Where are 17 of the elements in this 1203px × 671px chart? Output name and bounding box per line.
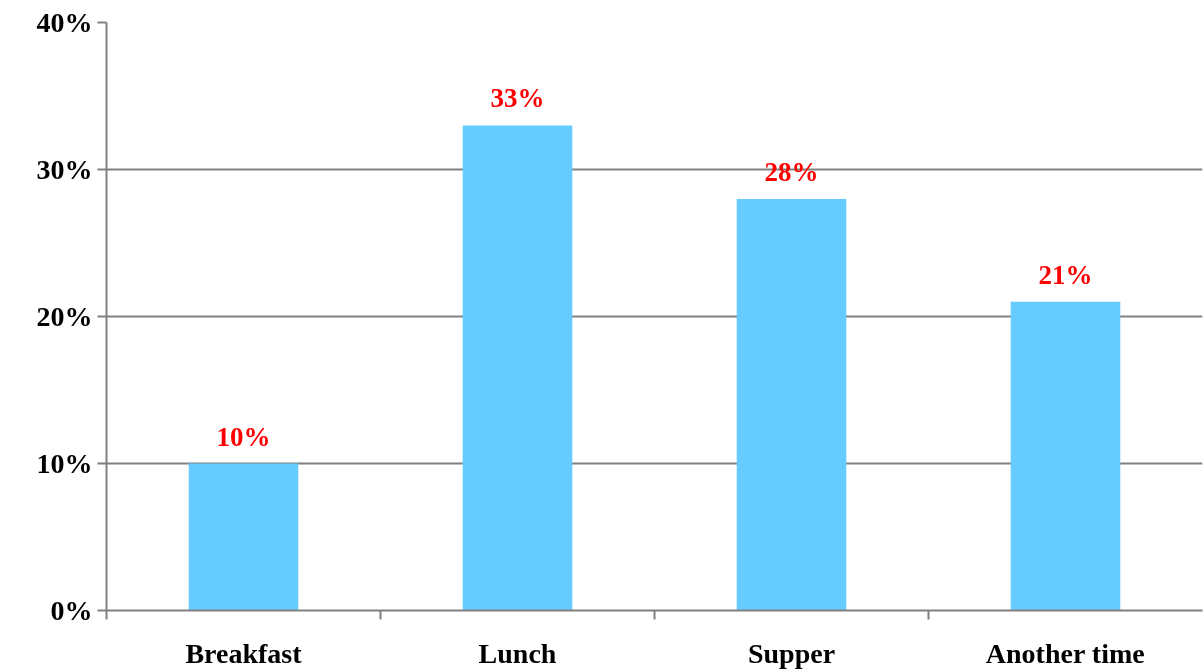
bar bbox=[1010, 301, 1121, 611]
y-tick-label: 10% bbox=[36, 448, 93, 479]
y-tick-label: 20% bbox=[36, 301, 93, 332]
x-tick-label: Lunch bbox=[478, 637, 557, 669]
bar bbox=[462, 125, 573, 611]
y-tick-label: 0% bbox=[50, 595, 93, 626]
data-label: 21% bbox=[1038, 259, 1093, 290]
data-label: 10% bbox=[216, 421, 271, 452]
x-tick-label: Another time bbox=[985, 637, 1145, 669]
bar bbox=[736, 198, 847, 611]
y-tick-label: 40% bbox=[36, 7, 93, 38]
x-tick-label: Supper bbox=[747, 637, 836, 669]
data-label: 33% bbox=[490, 83, 545, 114]
data-label: 28% bbox=[764, 156, 819, 187]
y-tick-label: 30% bbox=[36, 154, 93, 185]
bar bbox=[188, 463, 299, 611]
x-tick-label: Breakfast bbox=[185, 637, 303, 669]
